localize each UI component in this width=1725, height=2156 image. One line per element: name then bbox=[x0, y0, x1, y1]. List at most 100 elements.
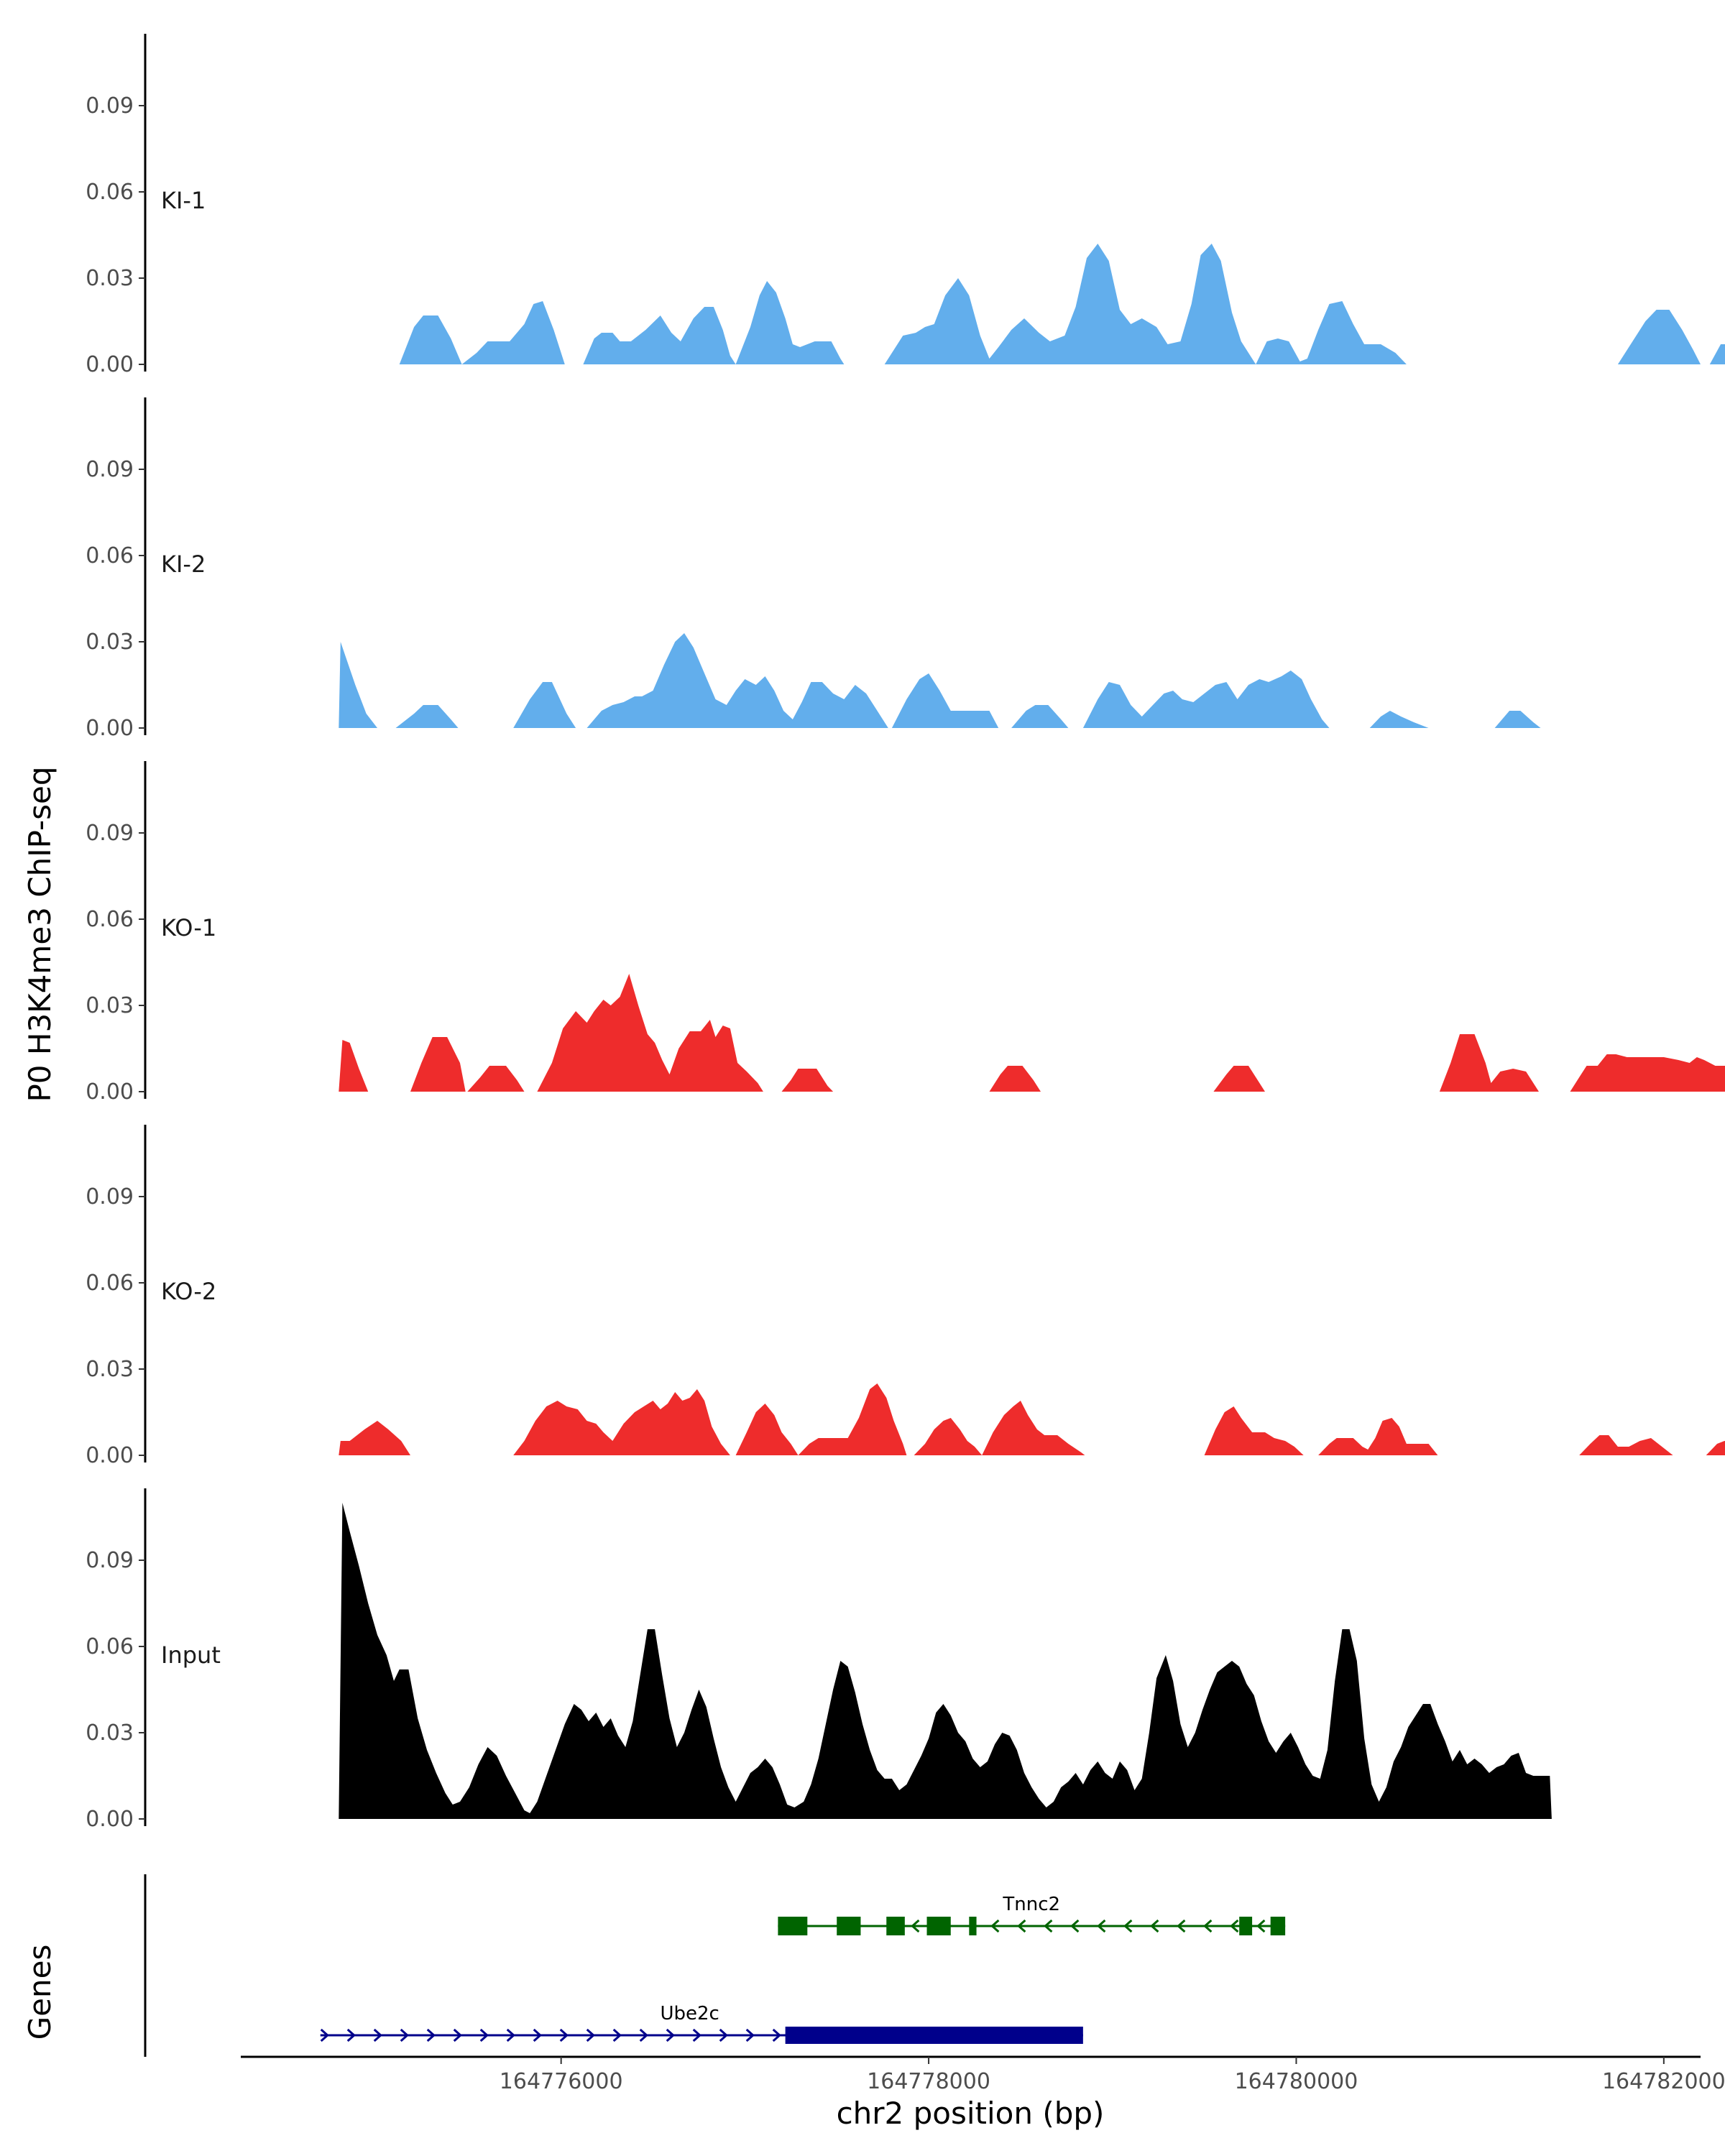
strand-arrow bbox=[346, 2028, 356, 2042]
exon-block bbox=[1239, 1917, 1253, 1935]
gene-label: Tnnc2 bbox=[1002, 1894, 1060, 1915]
y-tick-label: 0.06 bbox=[86, 180, 134, 205]
genes-panel-title: Genes bbox=[22, 1945, 58, 2040]
exon-block bbox=[778, 1917, 808, 1935]
signal-area bbox=[339, 1421, 410, 1455]
signal-area bbox=[586, 633, 888, 728]
signal-area bbox=[798, 1383, 907, 1455]
signal-area bbox=[884, 244, 1256, 364]
strand-arrow bbox=[320, 2028, 329, 2042]
genes-panel: Tnnc2 Ube2c bbox=[144, 1874, 1286, 2057]
exon-block bbox=[969, 1917, 977, 1935]
signal-area bbox=[395, 705, 459, 728]
y-tick-label: 0.09 bbox=[86, 1184, 134, 1210]
signal-area bbox=[1439, 1034, 1539, 1092]
strand-arrow bbox=[479, 2028, 489, 2042]
strand-arrow bbox=[1256, 1919, 1266, 1933]
signal-area bbox=[914, 1418, 983, 1455]
y-tick-label: 0.03 bbox=[86, 630, 134, 655]
strand-arrow bbox=[612, 2028, 622, 2042]
track-label: Input bbox=[161, 1641, 221, 1669]
signal-area bbox=[1318, 1418, 1438, 1455]
signal-area bbox=[1570, 1054, 1725, 1092]
strand-arrow bbox=[533, 2028, 542, 2042]
y-tick-label: 0.00 bbox=[86, 352, 134, 377]
strand-arrow bbox=[692, 2028, 702, 2042]
x-axis: 164776000 164778000 164780000 164782000 bbox=[241, 2055, 1725, 2094]
y-tick-label: 0.06 bbox=[86, 907, 134, 932]
strand-arrow bbox=[373, 2028, 382, 2042]
strand-arrow bbox=[772, 2028, 781, 2042]
strand-arrow bbox=[1150, 1919, 1159, 1933]
y-tick-label: 0.03 bbox=[86, 1720, 134, 1746]
strand-arrow bbox=[586, 2028, 595, 2042]
tracks-layer: 0.00 0.03 0.06 0.09 KI-1 0.00 0.03 0.06 0.09 KI-2… bbox=[86, 34, 1725, 1832]
y-tick-label: 0.00 bbox=[86, 1443, 134, 1468]
track-input: 0.00 0.03 0.06 0.09 Input bbox=[86, 1488, 1552, 1832]
signal-area bbox=[891, 673, 999, 728]
strand-arrow bbox=[666, 2028, 675, 2042]
y-tick-label: 0.03 bbox=[86, 993, 134, 1018]
x-tick-label: 164780000 bbox=[1235, 2069, 1358, 2094]
strand-arrow bbox=[1070, 1919, 1080, 1933]
exon-block bbox=[837, 1917, 861, 1935]
y-tick-label: 0.09 bbox=[86, 93, 134, 119]
x-tick-label: 164776000 bbox=[500, 2069, 623, 2094]
strand-arrow bbox=[639, 2028, 648, 2042]
track-label: KO-1 bbox=[161, 914, 216, 941]
signal-area bbox=[1256, 301, 1407, 364]
strand-arrow bbox=[911, 1919, 920, 1933]
signal-area bbox=[781, 1069, 834, 1092]
x-axis-title: chr2 position (bp) bbox=[837, 2096, 1105, 2131]
signal-area bbox=[1204, 1406, 1304, 1455]
exon-block bbox=[1270, 1917, 1286, 1935]
gene-label: Ube2c bbox=[660, 2003, 719, 2024]
signal-area bbox=[410, 1037, 466, 1092]
signal-area bbox=[513, 1389, 730, 1455]
y-tick-label: 0.00 bbox=[86, 716, 134, 741]
y-tick-label: 0.00 bbox=[86, 1079, 134, 1105]
strand-arrow bbox=[1230, 1919, 1239, 1933]
track-label: KO-2 bbox=[161, 1278, 216, 1305]
exon-block bbox=[785, 2027, 1083, 2044]
signal-area bbox=[1579, 1435, 1673, 1455]
signal-area bbox=[1709, 344, 1725, 364]
signal-area bbox=[1617, 310, 1701, 364]
signal-area bbox=[1706, 1441, 1725, 1455]
strand-arrow bbox=[1017, 1919, 1026, 1933]
strand-arrow bbox=[1097, 1919, 1106, 1933]
signal-area bbox=[1082, 671, 1330, 728]
signal-area bbox=[513, 682, 576, 728]
y-tick-label: 0.00 bbox=[86, 1807, 134, 1832]
y-tick-label: 0.03 bbox=[86, 266, 134, 291]
signal-area bbox=[982, 1401, 1085, 1455]
strand-arrow bbox=[1203, 1919, 1213, 1933]
strand-arrow bbox=[506, 2028, 515, 2042]
strand-arrow bbox=[745, 2028, 755, 2042]
gene-ube2c: Ube2c bbox=[320, 2003, 1083, 2044]
strand-arrow bbox=[559, 2028, 569, 2042]
track-ko-1: 0.00 0.03 0.06 0.09 KO-1 bbox=[86, 761, 1725, 1105]
strand-arrow bbox=[719, 2028, 728, 2042]
strand-arrow bbox=[1044, 1919, 1053, 1933]
x-tick-label: 164778000 bbox=[867, 2069, 990, 2094]
strand-arrow bbox=[400, 2028, 409, 2042]
signal-area bbox=[339, 1503, 1552, 1819]
signal-area bbox=[735, 281, 845, 364]
signal-area bbox=[461, 301, 565, 364]
y-tick-label: 0.09 bbox=[86, 821, 134, 846]
exon-block bbox=[886, 1917, 905, 1935]
signal-area bbox=[399, 315, 462, 364]
track-label: KI-1 bbox=[161, 187, 206, 214]
signal-area bbox=[537, 974, 763, 1092]
signal-area bbox=[339, 1040, 369, 1092]
signal-area bbox=[989, 1066, 1041, 1092]
exon-block bbox=[926, 1917, 951, 1935]
strand-arrow bbox=[1123, 1919, 1133, 1933]
signal-area bbox=[1011, 705, 1069, 728]
y-tick-label: 0.06 bbox=[86, 543, 134, 568]
signal-area bbox=[583, 307, 736, 364]
x-tick-label: 164782000 bbox=[1602, 2069, 1725, 2094]
signal-area bbox=[1494, 711, 1541, 728]
